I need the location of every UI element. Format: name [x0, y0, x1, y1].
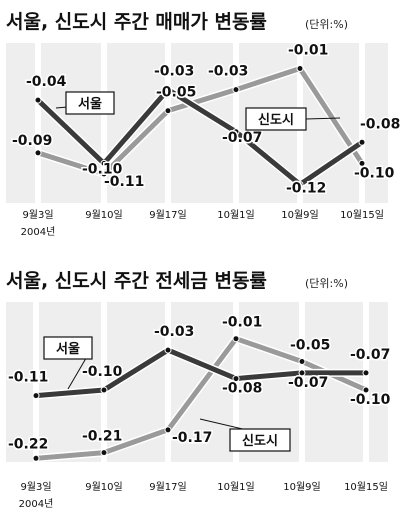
x-tick-label: 9월10일 — [85, 481, 123, 493]
data-label: -0.05 — [156, 85, 196, 101]
unit-label: (단위:%) — [305, 277, 348, 290]
data-point — [34, 149, 42, 157]
data-label: -0.11 — [8, 370, 48, 386]
data-point — [358, 159, 366, 167]
x-tick-label: 10월9일 — [281, 209, 319, 221]
data-point — [100, 170, 108, 178]
legend-leader — [305, 117, 341, 120]
x-tick-label: 9월3일 — [22, 209, 53, 221]
data-point — [100, 159, 108, 167]
legend-box — [229, 428, 291, 452]
data-label: -0.21 — [82, 429, 122, 445]
x-tick-label: 9월17일 — [149, 481, 187, 493]
x-tick-label: 10월9일 — [283, 481, 321, 493]
legend-label: 신도시 — [242, 434, 278, 449]
series-line-newtown — [37, 66, 365, 177]
data-point — [358, 138, 366, 146]
data-point — [232, 335, 240, 343]
plot-area — [6, 302, 388, 462]
x-tick-label: 9월17일 — [149, 209, 187, 221]
data-label: -0.10 — [82, 364, 123, 380]
data-label: -0.10 — [82, 161, 123, 177]
data-point — [296, 65, 304, 73]
data-label: -0.01 — [222, 315, 262, 331]
year-label: 2004년 — [19, 498, 54, 510]
data-label: -0.10 — [354, 165, 395, 181]
x-tick-label: 10월1일 — [217, 209, 255, 221]
legend-box — [43, 336, 93, 360]
series-line-newtown — [35, 336, 368, 461]
chart-title: 서울, 신도시 주간 매매가 변동률 — [6, 11, 267, 33]
series-line-seoul — [36, 87, 364, 187]
data-point — [298, 357, 306, 365]
data-point — [298, 369, 306, 377]
data-label: -0.03 — [154, 64, 194, 80]
data-point — [34, 96, 42, 104]
legend-box — [245, 107, 307, 131]
unit-label: (단위:%) — [305, 18, 348, 31]
data-label: -0.17 — [172, 430, 212, 446]
data-label: -0.03 — [208, 64, 248, 80]
legend-label: 서울 — [56, 341, 80, 357]
data-label: -0.04 — [26, 74, 67, 90]
data-label: -0.05 — [290, 337, 330, 353]
data-label: -0.03 — [154, 324, 194, 340]
series-line-seoul — [35, 347, 366, 399]
data-point — [232, 128, 240, 136]
x-tick-label: 9월10일 — [85, 209, 123, 221]
data-label: -0.08 — [360, 116, 400, 132]
x-tick-label: 10월15일 — [344, 481, 388, 493]
data-point — [100, 386, 108, 394]
data-label: -0.12 — [286, 180, 326, 196]
data-label: -0.11 — [104, 174, 144, 190]
lease-price-chart-panel: 서울, 신도시 주간 전세금 변동률 (단위:%) -0.11 -0.10 -0.03 -… — [0, 259, 400, 518]
sale-price-chart: 서울, 신도시 주간 매매가 변동률 (단위:%)-0.04-0.10-0.03-… — [6, 11, 400, 238]
data-point — [32, 392, 40, 400]
data-point — [164, 426, 172, 434]
data-label: -0.10 — [350, 392, 391, 408]
legend-label: 서울 — [78, 96, 102, 112]
data-point — [100, 449, 108, 457]
data-point — [362, 369, 370, 377]
legend-box — [65, 91, 115, 115]
x-tick-label: 10월15일 — [340, 209, 384, 221]
data-point — [362, 386, 370, 394]
data-point — [164, 86, 172, 94]
plot-area — [6, 43, 388, 203]
chart-title: 서울, 신도시 주간 전세금 변동률 — [6, 270, 267, 292]
legend-label: 신도시 — [258, 113, 294, 128]
x-tick-label: 9월3일 — [20, 481, 51, 493]
data-point — [232, 375, 240, 383]
data-label: -0.09 — [12, 133, 52, 149]
data-point — [164, 346, 172, 354]
sale-price-chart-panel: 서울, 신도시 주간 매매가 변동률 (단위:%) -0.04 -0.10 -0.03-… — [6, 11, 400, 238]
data-point — [232, 86, 240, 94]
data-point — [164, 107, 172, 115]
lease-price-chart: 서울, 신도시 주간 전세금 변동률 (단위:%) -0.11 -0.10 -0.03 -… — [6, 270, 392, 510]
data-label: -0.22 — [8, 436, 48, 452]
data-point — [296, 180, 304, 188]
year-label: 2004년 — [21, 226, 56, 238]
data-label: -0.08 — [222, 381, 262, 397]
data-label: -0.07 — [288, 375, 328, 391]
x-tick-label: 10월1일 — [217, 481, 255, 493]
data-label: -0.07 — [222, 130, 262, 146]
data-point — [32, 454, 40, 462]
data-label: -0.07 — [350, 347, 390, 363]
data-label: -0.01 — [288, 43, 328, 59]
